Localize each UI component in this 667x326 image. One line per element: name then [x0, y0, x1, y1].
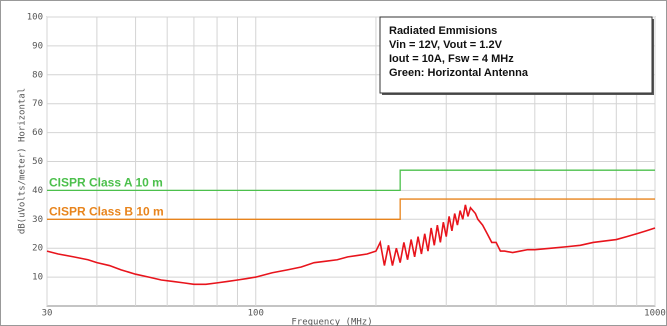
- y-tick-label: 70: [32, 99, 43, 109]
- annotation-box: [379, 16, 653, 94]
- series-line: [47, 198, 655, 220]
- annotation: Vin = 12V, Vout = 1.2V: [389, 39, 503, 51]
- y-tick-label: 80: [32, 70, 43, 80]
- series-line: [46, 204, 656, 286]
- y-tick-label: 30: [32, 215, 43, 225]
- x-tick-label: 30: [42, 309, 53, 319]
- y-tick-label: 50: [32, 157, 43, 167]
- series-label: CISPR Class A 10 m: [49, 176, 163, 190]
- annotation: Iout = 10A, Fsw = 4 MHz: [389, 53, 514, 65]
- lines: [46, 169, 656, 286]
- y-tick-label: 20: [32, 244, 43, 254]
- y-tick-label: 10: [32, 273, 43, 283]
- y-tick-label: 60: [32, 128, 43, 138]
- x-axis-label: Frequency (MHz): [291, 318, 372, 326]
- annotation: Radiated Emmisions: [389, 25, 497, 37]
- series-label: CISPR Class B 10 m: [49, 204, 164, 218]
- x-tick-label: 100: [248, 309, 264, 319]
- y-axis-label: dB(uVolts/meter) Horizontal: [18, 88, 28, 234]
- x-tick-label: 1000: [644, 309, 666, 319]
- y-tick-label: 40: [32, 186, 43, 196]
- annotation: Green: Horizontal Antenna: [389, 67, 529, 79]
- series-line: [47, 169, 655, 192]
- y-tick-label: 90: [32, 41, 43, 51]
- y-tick-label: 100: [27, 13, 43, 23]
